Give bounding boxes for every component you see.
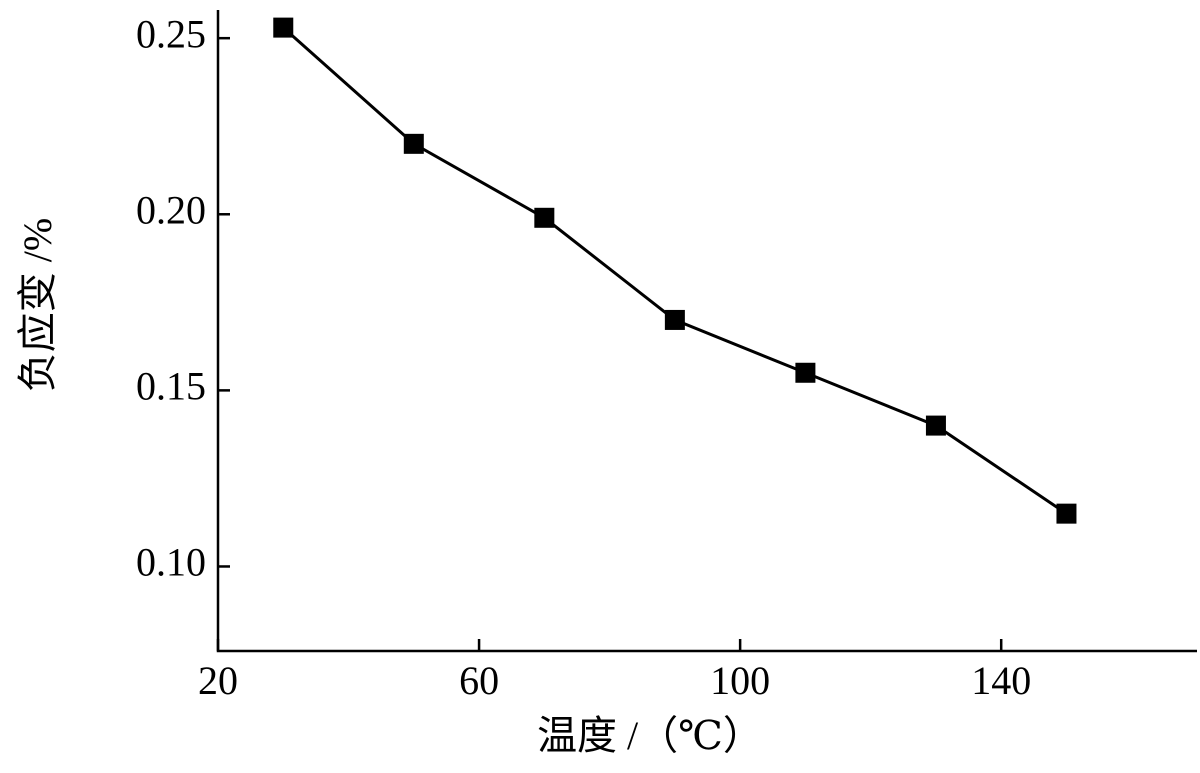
marker [925, 415, 946, 436]
y-axis-label: 负应变 /% [15, 218, 60, 392]
x-tick-label: 100 [710, 658, 770, 703]
y-tick-label: 0.10 [136, 540, 206, 585]
marker [664, 309, 685, 330]
x-tick-label: 140 [971, 658, 1031, 703]
line [282, 26, 1068, 515]
axes [216, 10, 1197, 653]
y-tick-label: 0.20 [136, 187, 206, 232]
marker [1056, 503, 1077, 524]
x-axis-label: 温度 /（℃） [537, 713, 763, 758]
marker [795, 362, 816, 383]
x-tick-label: 20 [198, 658, 238, 703]
marker [403, 133, 424, 154]
y-tick-label: 0.15 [136, 364, 206, 409]
marker [534, 207, 555, 228]
marker [273, 17, 294, 38]
x-tick-label: 60 [459, 658, 499, 703]
y-tick-label: 0.25 [136, 11, 206, 56]
